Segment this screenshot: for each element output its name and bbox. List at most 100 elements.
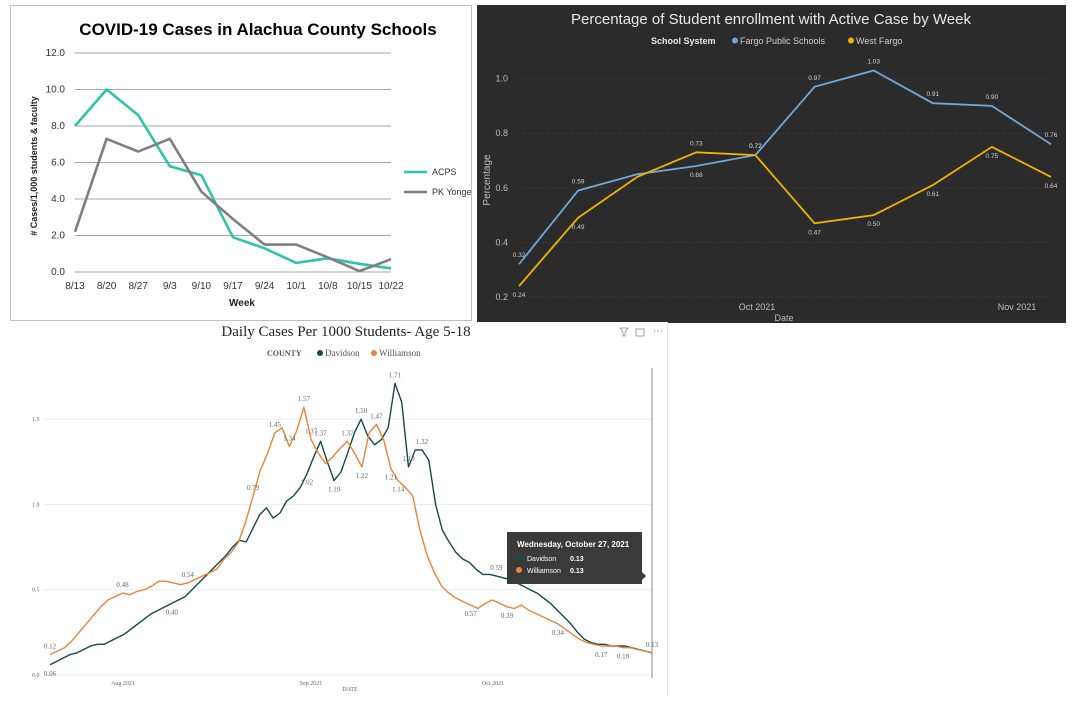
tooltip-row-value: 0.13 <box>570 556 584 563</box>
data-label: 0.54 <box>182 571 195 579</box>
data-label: 0.12 <box>44 643 57 651</box>
y-tick-label: 0.5 <box>32 588 40 594</box>
data-label: 1.32 <box>416 438 429 446</box>
y-tick-label: 0.0 <box>32 673 40 679</box>
data-label: 0.18 <box>617 653 630 661</box>
data-label: 0.40 <box>166 608 179 616</box>
x-tick-label: 8/20 <box>97 281 117 292</box>
data-label: 1.19 <box>328 486 341 494</box>
y-tick-label: 0.4 <box>495 237 508 247</box>
legend-label: Williamson <box>379 348 421 358</box>
daily-cases-chart: Daily Cases Per 1000 Students- Age 5-18 … <box>32 324 663 693</box>
data-label: 0.17 <box>595 651 608 659</box>
y-tick-label: 10.0 <box>46 85 66 96</box>
x-tick-label: 9/24 <box>255 281 275 292</box>
x-tick-label: 10/22 <box>378 281 403 292</box>
series-line-williamson <box>49 406 653 656</box>
tooltip-date: Wednesday, October 27, 2021 <box>517 540 630 549</box>
data-label: 1.22 <box>356 472 369 480</box>
data-label: 1.37 <box>305 428 318 436</box>
focus-mode-icon[interactable] <box>635 328 645 337</box>
legend-marker <box>371 350 377 356</box>
y-axis-label: Percentage <box>482 154 493 206</box>
x-tick-label: 9/10 <box>192 281 212 292</box>
data-label: 0.73 <box>690 140 703 147</box>
data-label: 1.57 <box>298 395 311 403</box>
x-axis-label: Week <box>229 298 255 309</box>
x-tick-label: Aug 2021 <box>111 681 135 687</box>
x-tick-label: 9/17 <box>223 281 243 292</box>
legend-label: ACPS <box>432 167 457 177</box>
y-tick-label: 0.8 <box>495 128 508 138</box>
more-options-icon[interactable]: ⋯ <box>653 326 663 337</box>
series-line-acps <box>74 88 392 270</box>
data-label: 1.71 <box>389 371 402 379</box>
acps-chart: COVID-19 Cases in Alachua County Schools… <box>29 20 472 309</box>
filter-icon[interactable] <box>619 327 629 337</box>
data-label: 1.45 <box>269 421 282 429</box>
series-line-pk-yonge <box>73 137 392 273</box>
y-tick-label: 0.6 <box>495 183 508 193</box>
x-tick-label: Nov 2021 <box>998 302 1037 312</box>
series-line-west-fargo <box>518 145 1052 287</box>
series-line-davidson <box>49 382 653 666</box>
fargo-chart: Percentage of Student enrollment with Ac… <box>482 11 1058 323</box>
data-label: 1.37 <box>341 429 354 437</box>
y-tick-label: 0.2 <box>495 292 508 302</box>
data-label: 1.03 <box>867 58 880 65</box>
data-label: 1.02 <box>301 479 314 487</box>
data-label: 0.49 <box>572 224 585 231</box>
acps-chart-panel: COVID-19 Cases in Alachua County Schools… <box>10 5 472 321</box>
data-label: 1.34 <box>283 434 296 442</box>
series-line-fargo-public-schools <box>518 69 1052 265</box>
data-label: 0.57 <box>465 610 478 618</box>
data-label: 0.50 <box>867 221 880 228</box>
y-tick-label: 1.0 <box>32 502 40 508</box>
tooltip-row-name: Williamson <box>527 568 561 575</box>
data-label: 1.37 <box>314 429 327 437</box>
data-label: 0.79 <box>247 484 260 492</box>
data-label: 1.14 <box>392 486 405 494</box>
data-label: 0.72 <box>749 143 762 150</box>
data-label: 0.34 <box>552 629 565 637</box>
legend-marker <box>732 37 738 44</box>
chart-title: Percentage of Student enrollment with Ac… <box>571 11 971 28</box>
data-label: 0.59 <box>490 564 503 572</box>
x-tick-label: 10/15 <box>347 281 372 292</box>
data-label: 0.97 <box>808 75 821 82</box>
data-label: 0.32 <box>513 252 526 259</box>
x-tick-label: 8/13 <box>65 281 85 292</box>
x-tick-label: Oct 2021 <box>482 681 504 687</box>
tooltip-row-name: Davidson <box>527 556 556 563</box>
data-label: 0.90 <box>986 94 999 101</box>
x-axis-label: DATE <box>342 687 358 693</box>
x-tick-label: 8/27 <box>128 281 148 292</box>
daily-cases-chart-panel: Daily Cases Per 1000 Students- Age 5-18 … <box>22 322 668 696</box>
data-label: 0.75 <box>986 153 999 160</box>
data-label: 0.76 <box>1045 132 1058 139</box>
y-axis-label: # Cases/1,000 students & faculty <box>29 96 39 236</box>
x-axis-label: Date <box>774 313 793 323</box>
fargo-chart-panel: Percentage of Student enrollment with Ac… <box>477 5 1066 323</box>
data-label: 0.06 <box>44 670 57 678</box>
data-label: 0.39 <box>501 612 514 620</box>
visual-header-icons: ⋯ <box>619 326 663 337</box>
data-label: 0.59 <box>572 179 585 186</box>
x-tick-label: 10/8 <box>318 281 338 292</box>
x-tick-label: Sep 2021 <box>300 681 323 687</box>
data-label: 0.61 <box>926 191 939 198</box>
x-tick-label: 10/1 <box>286 281 306 292</box>
y-tick-label: 2.0 <box>51 231 65 242</box>
data-label: 0.64 <box>1045 183 1058 190</box>
data-label: 0.47 <box>808 229 821 236</box>
y-tick-label: 12.0 <box>46 48 66 59</box>
data-label: 0.91 <box>926 91 939 98</box>
legend-label: Davidson <box>325 348 360 358</box>
y-tick-label: 1.5 <box>32 417 40 423</box>
chart-title: COVID-19 Cases in Alachua County Schools <box>79 20 436 39</box>
y-tick-label: 6.0 <box>51 158 65 169</box>
x-tick-label: Oct 2021 <box>739 302 776 312</box>
legend-marker <box>317 350 323 356</box>
data-label: 0.72 <box>749 143 762 150</box>
y-tick-label: 4.0 <box>51 194 65 205</box>
